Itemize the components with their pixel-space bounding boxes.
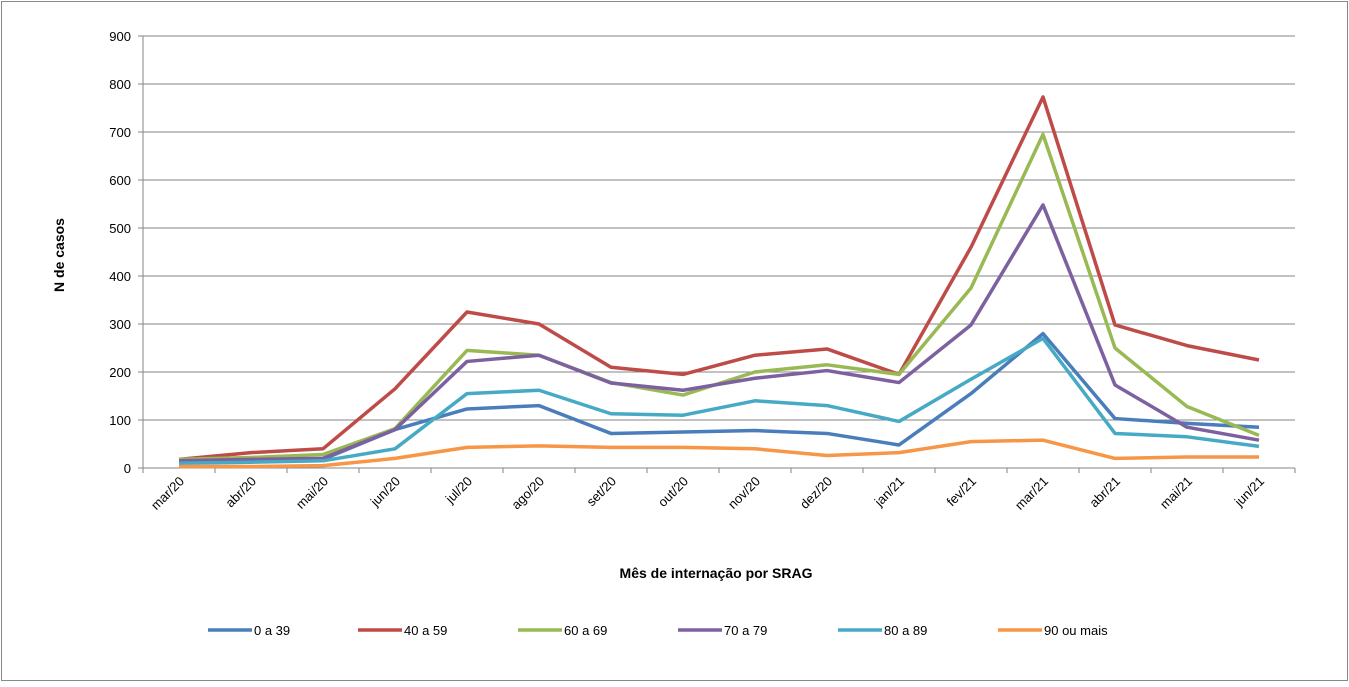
y-tick-label: 300 [109,317,131,332]
x-axis-title: Mês de internação por SRAG [620,565,813,581]
y-tick-label: 600 [109,173,131,188]
legend-label: 90 ou mais [1044,623,1108,638]
legend-label: 80 a 89 [884,623,927,638]
legend-label: 70 a 79 [724,623,767,638]
y-tick-label: 900 [109,29,131,44]
y-tick-label: 500 [109,221,131,236]
line-series [178,203,1260,463]
y-tick-label: 100 [109,413,131,428]
legend-label: 40 a 59 [404,623,447,638]
legend-label: 0 a 39 [254,623,290,638]
legend-label: 60 a 69 [564,623,607,638]
line-series [178,336,1260,465]
y-tick-label: 700 [109,125,131,140]
y-tick-label: 800 [109,77,131,92]
y-tick-label: 0 [124,461,131,476]
y-axis-title: N de casos [51,218,67,292]
y-tick-label: 400 [109,269,131,284]
line-series [179,438,1259,469]
y-tick-label: 200 [109,365,131,380]
line-series [178,95,1260,462]
